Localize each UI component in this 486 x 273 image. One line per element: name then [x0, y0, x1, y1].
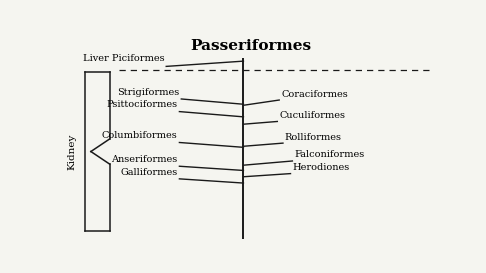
Text: Coraciformes: Coraciformes — [281, 90, 348, 99]
Text: Rolliformes: Rolliformes — [285, 133, 342, 142]
Text: Kidney: Kidney — [68, 133, 77, 170]
Text: Anseriformes: Anseriformes — [111, 155, 177, 164]
Text: Cuculiformes: Cuculiformes — [279, 111, 345, 120]
Text: Falconiformes: Falconiformes — [294, 150, 364, 159]
Text: Columbiformes: Columbiformes — [102, 131, 177, 140]
Text: Liver Piciformes: Liver Piciformes — [83, 54, 164, 63]
Text: Herodiones: Herodiones — [293, 163, 349, 172]
Text: Psittociformes: Psittociformes — [106, 100, 177, 109]
Text: Galliformes: Galliformes — [120, 168, 177, 177]
Text: Strigiformes: Strigiformes — [117, 88, 179, 97]
Text: Passeriformes: Passeriformes — [191, 39, 312, 53]
